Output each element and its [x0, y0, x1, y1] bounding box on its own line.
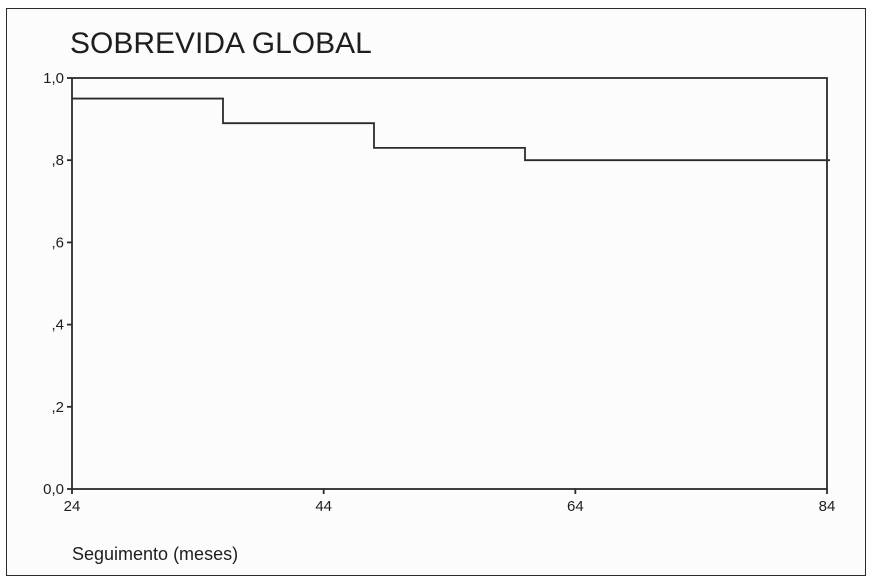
x-axis-label: Seguimento (meses): [72, 544, 238, 564]
axis-ticks: 0,0 ,2 ,4 ,6 ,8 1,0 24 44 64 84: [43, 70, 835, 515]
x-tick-label: 24: [64, 498, 81, 515]
y-tick-label: 0,0: [43, 481, 64, 498]
plot-area: [71, 77, 828, 490]
survival-curve: [72, 97, 830, 162]
y-tick-label: ,2: [51, 399, 64, 416]
x-tick-label: 44: [315, 498, 332, 515]
y-tick-label: ,8: [51, 152, 64, 169]
y-tick-label: ,4: [51, 317, 64, 334]
y-tick-label: 1,0: [43, 70, 64, 87]
figure-frame: [6, 8, 866, 576]
chart-title: SOBREVIDA GLOBAL: [70, 27, 372, 60]
x-tick-label: 64: [567, 498, 584, 515]
x-tick-label: 84: [819, 498, 836, 515]
y-tick-label: ,6: [51, 234, 64, 251]
